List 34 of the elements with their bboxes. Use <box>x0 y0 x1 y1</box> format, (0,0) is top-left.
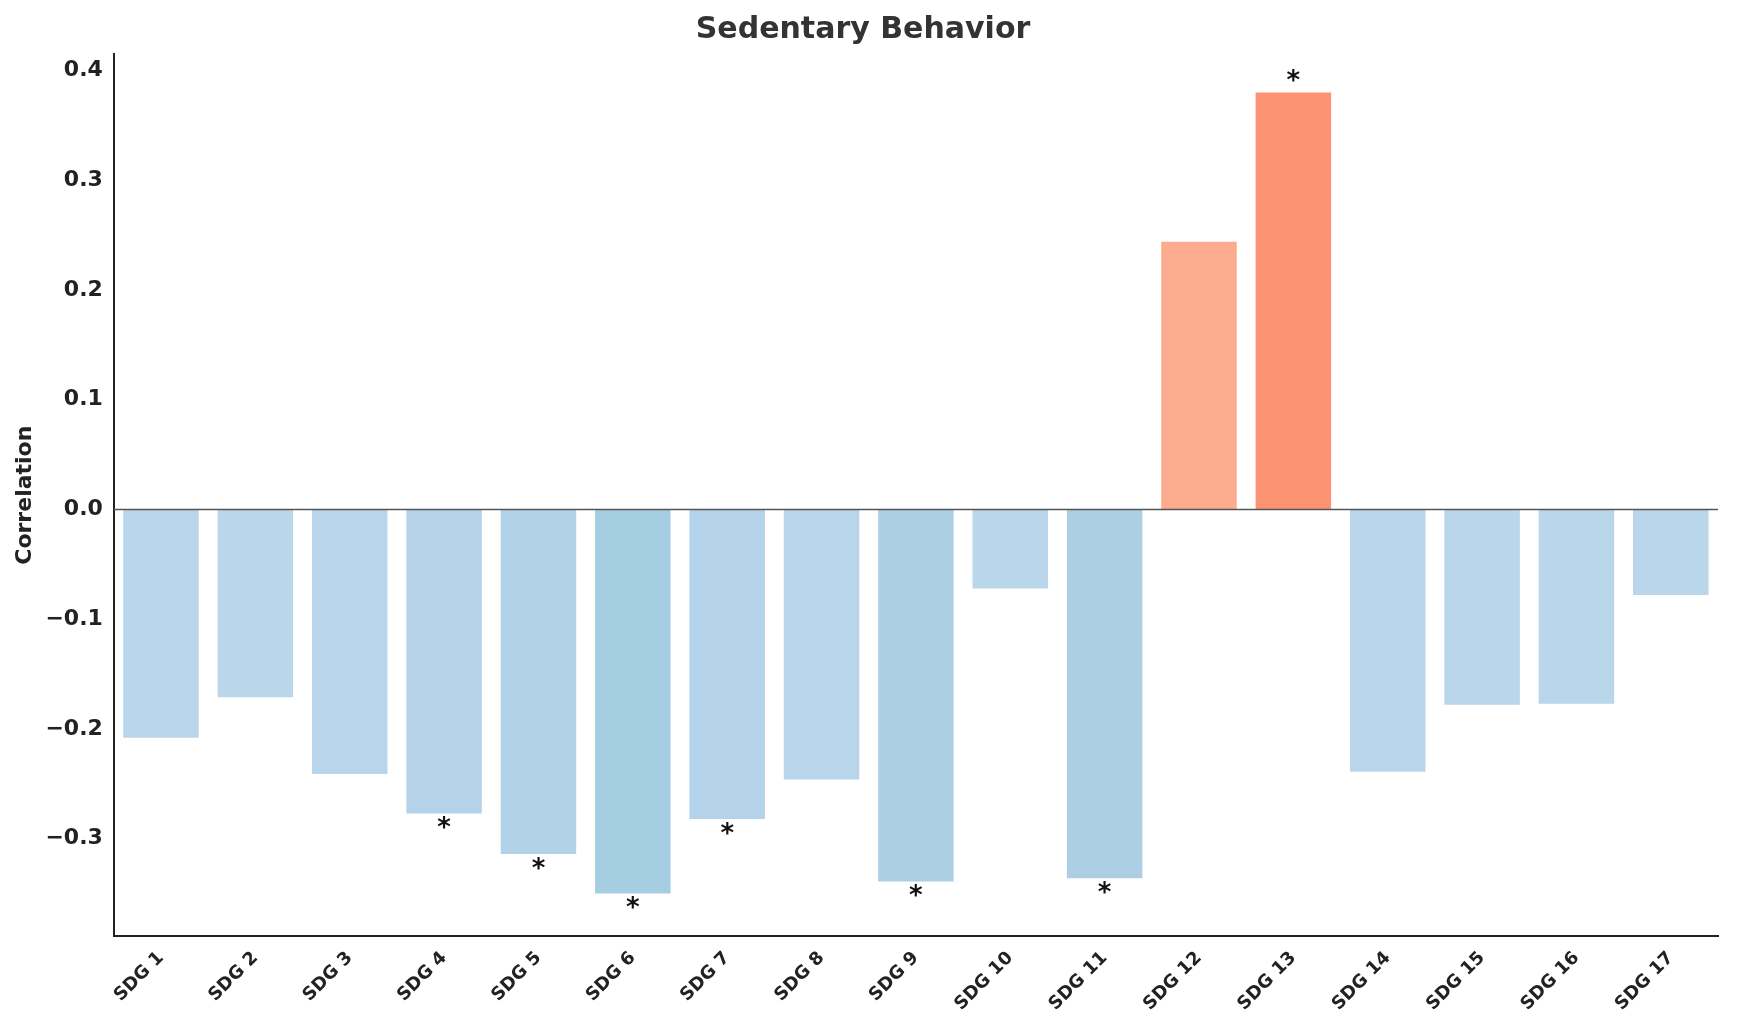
annotation: * <box>626 892 641 923</box>
y-tick-label: −0.1 <box>45 604 103 630</box>
bar <box>1066 509 1143 879</box>
y-axis-title: Correlation <box>10 425 36 565</box>
bar <box>972 509 1049 589</box>
bar <box>689 509 765 819</box>
bar <box>217 509 294 698</box>
bar <box>1349 509 1426 772</box>
bar <box>1444 509 1520 705</box>
bar <box>123 509 199 738</box>
bar <box>406 509 482 814</box>
bar <box>1538 509 1615 704</box>
annotation: * <box>1286 65 1301 96</box>
y-tick-label: 0.4 <box>63 56 103 82</box>
bar <box>783 509 860 780</box>
y-tick-label: 0.0 <box>63 495 103 521</box>
annotation: * <box>720 817 735 848</box>
y-tick-label: 0.2 <box>63 275 103 301</box>
bar <box>878 509 954 882</box>
bar <box>500 509 577 855</box>
bar <box>311 509 388 774</box>
y-tick-label: 0.1 <box>63 385 103 411</box>
annotation: * <box>531 852 546 883</box>
bar <box>1255 92 1332 510</box>
y-tick-label: −0.2 <box>45 714 103 740</box>
y-tick-label: 0.3 <box>63 165 103 191</box>
bar <box>1161 241 1237 510</box>
annotation: * <box>1097 876 1112 907</box>
bar <box>595 509 671 894</box>
chart-title: Sedentary Behavior <box>695 9 1031 45</box>
y-tick-label: −0.3 <box>45 824 103 850</box>
annotation: * <box>909 880 924 911</box>
annotation: * <box>437 812 452 843</box>
bar <box>1633 509 1709 596</box>
